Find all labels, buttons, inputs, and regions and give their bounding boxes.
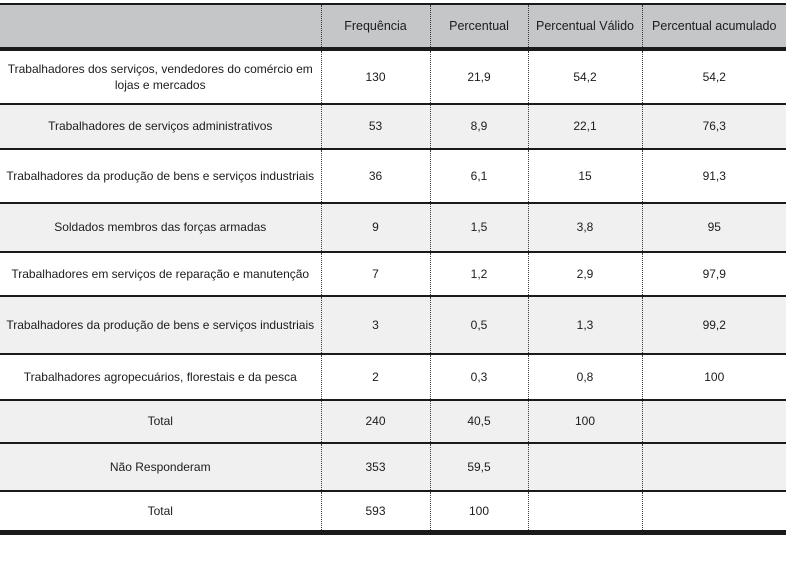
valido-cell: 2,9: [527, 251, 642, 296]
frequencia-cell: 7: [320, 251, 430, 296]
table-row: Trabalhadores de serviços administrativo…: [0, 103, 786, 149]
frequencia-cell: 353: [320, 442, 430, 491]
valido-cell: 100: [527, 399, 642, 443]
table-row: Trabalhadores agropecuários, florestais …: [0, 353, 786, 400]
row-label-cell: Trabalhadores da produção de bens e serv…: [0, 295, 321, 354]
valido-cell: 54,2: [527, 49, 642, 104]
column-header-valido: Percentual Válido: [527, 4, 642, 51]
acumulado-cell: 99,2: [641, 295, 786, 354]
row-label-cell: Soldados membros das forças armadas: [0, 202, 321, 252]
percentual-cell: 1,2: [429, 251, 528, 296]
table-row: Soldados membros das forças armadas 9 1,5 3…: [0, 202, 786, 252]
percentual-cell: 6,1: [429, 148, 528, 203]
acumulado-cell: 100: [641, 353, 786, 400]
valido-cell: 3,8: [527, 202, 642, 252]
acumulado-cell: 54,2: [641, 49, 786, 104]
acumulado-cell: [641, 442, 786, 491]
row-label-cell: Trabalhadores de serviços administrativo…: [0, 103, 321, 149]
percentual-cell: 0,5: [429, 295, 528, 354]
row-label-cell: Não Responderam: [0, 442, 321, 491]
frequencia-cell: 9: [320, 202, 430, 252]
table-row: Trabalhadores da produção de bens e serv…: [0, 295, 786, 354]
valido-cell: [527, 442, 642, 491]
frequencia-cell: 130: [320, 49, 430, 104]
percentual-cell: 59,5: [429, 442, 528, 491]
percentual-cell: 0,3: [429, 353, 528, 400]
percentual-cell: 100: [429, 490, 528, 532]
valido-cell: 15: [527, 148, 642, 203]
frequencia-cell: 36: [320, 148, 430, 203]
row-label-column-header: [0, 4, 321, 51]
frequencia-cell: 2: [320, 353, 430, 400]
row-label-cell: Trabalhadores da produção de bens e serv…: [0, 148, 321, 203]
table-body: Trabalhadores dos serviços, vendedores d…: [0, 49, 786, 532]
percentual-cell: 8,9: [429, 103, 528, 149]
table-row: Trabalhadores da produção de bens e serv…: [0, 148, 786, 203]
row-label-cell: Trabalhadores agropecuários, florestais …: [0, 353, 321, 400]
percentual-cell: 40,5: [429, 399, 528, 443]
row-label-cell: Total: [0, 490, 321, 532]
frequency-table: Frequência Percentual Percentual Válido Per…: [0, 3, 786, 535]
acumulado-cell: [641, 399, 786, 443]
acumulado-cell: [641, 490, 786, 532]
percentual-cell: 1,5: [429, 202, 528, 252]
valido-cell: 0,8: [527, 353, 642, 400]
table-row: Total 593 100: [0, 490, 786, 532]
frequency-table-container: Frequência Percentual Percentual Válido Per…: [0, 3, 786, 535]
table-row: Trabalhadores em serviços de reparação e…: [0, 251, 786, 296]
acumulado-cell: 97,9: [641, 251, 786, 296]
row-label-cell: Trabalhadores dos serviços, vendedores d…: [7, 61, 313, 92]
valido-cell: 1,3: [527, 295, 642, 354]
column-header-frequencia: Frequência: [320, 4, 430, 51]
percentual-cell: 21,9: [429, 49, 528, 104]
frequencia-cell: 240: [320, 399, 430, 443]
valido-cell: 22,1: [527, 103, 642, 149]
frequencia-cell: 593: [320, 490, 430, 532]
column-header-percentual: Percentual: [429, 4, 528, 51]
column-header-acumulado: Percentual acumulado: [641, 4, 786, 51]
table-row: Trabalhadores dos serviços, vendedores d…: [0, 49, 786, 104]
acumulado-cell: 91,3: [641, 148, 786, 203]
acumulado-cell: 76,3: [641, 103, 786, 149]
acumulado-cell: 95: [641, 202, 786, 252]
table-row: Não Responderam 353 59,5: [0, 442, 786, 491]
row-label-cell: Trabalhadores em serviços de reparação e…: [0, 251, 321, 296]
row-label-cell: Total: [0, 399, 321, 443]
frequencia-cell: 3: [320, 295, 430, 354]
table-row: Total 240 40,5 100: [0, 399, 786, 443]
valido-cell: [527, 490, 642, 532]
header-row: Frequência Percentual Percentual Válido Per…: [0, 4, 786, 51]
frequencia-cell: 53: [320, 103, 430, 149]
